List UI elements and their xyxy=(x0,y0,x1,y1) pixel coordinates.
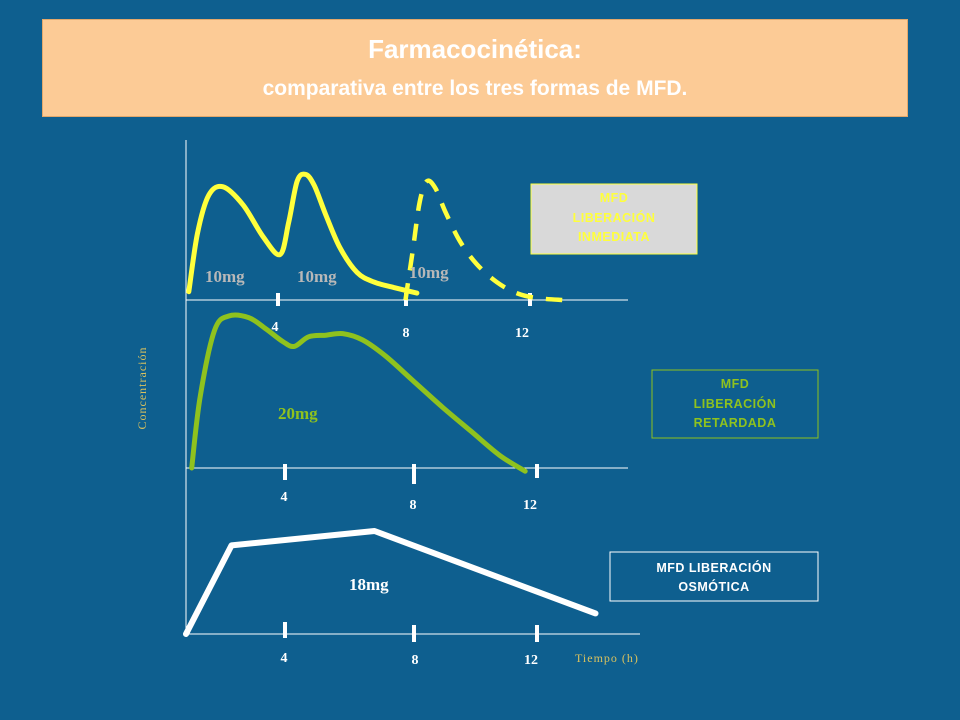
legend-immediate-line-1: MFD xyxy=(600,191,629,205)
dose-label-1: 10mg xyxy=(205,267,245,286)
legend-osmotic-line-1: MFD LIBERACIÓN xyxy=(656,560,771,575)
curve-retarded-release xyxy=(189,312,528,474)
curve-osmotic-release xyxy=(183,528,599,637)
legend-immediate-line-2: LIBERACIÓN xyxy=(573,210,656,225)
legend-retarded-line-1: MFD xyxy=(721,377,750,391)
curve-immediate-third-dose xyxy=(403,178,563,303)
legend-immediate-line-3: INMEDIATA xyxy=(578,230,650,244)
tick-label-top-4: 4 xyxy=(272,320,279,335)
tick-label-mid-4: 4 xyxy=(281,490,288,505)
tick-label-top-12: 12 xyxy=(515,326,529,341)
tick-label-bot-4: 4 xyxy=(281,651,288,666)
tick-label-bot-8: 8 xyxy=(412,653,419,668)
y-axis-title: Concentración xyxy=(135,347,149,430)
tick-label-mid-12: 12 xyxy=(523,498,537,513)
tick-label-mid-8: 8 xyxy=(410,498,417,513)
dose-label-retarded: 20mg xyxy=(278,404,318,423)
slide-subtitle: comparativa entre los tres formas de MFD… xyxy=(262,77,688,100)
legend-retarded: MFD LIBERACIÓN RETARDADA xyxy=(651,369,819,439)
dose-label-osmotic: 18mg xyxy=(349,575,389,594)
dose-label-3: 10mg xyxy=(409,263,449,282)
dose-label-2: 10mg xyxy=(297,267,337,286)
legend-osmotic-line-2: OSMÓTICA xyxy=(678,579,749,594)
x-axis-title: Tiempo (h) xyxy=(575,651,639,665)
title-box: Farmacocinética: comparativa entre los t… xyxy=(42,19,908,117)
tick-label-bot-12: 12 xyxy=(524,653,538,668)
legend-immediate: MFD LIBERACIÓN INMEDIATA xyxy=(530,183,698,255)
legend-retarded-line-2: LIBERACIÓN xyxy=(694,396,777,411)
tick-label-top-8: 8 xyxy=(403,326,410,341)
slide-title: Farmacocinética: xyxy=(368,34,582,64)
curve-immediate-release xyxy=(186,171,420,296)
legend-retarded-line-3: RETARDADA xyxy=(694,416,777,430)
legend-osmotic: MFD LIBERACIÓN OSMÓTICA xyxy=(609,551,819,602)
